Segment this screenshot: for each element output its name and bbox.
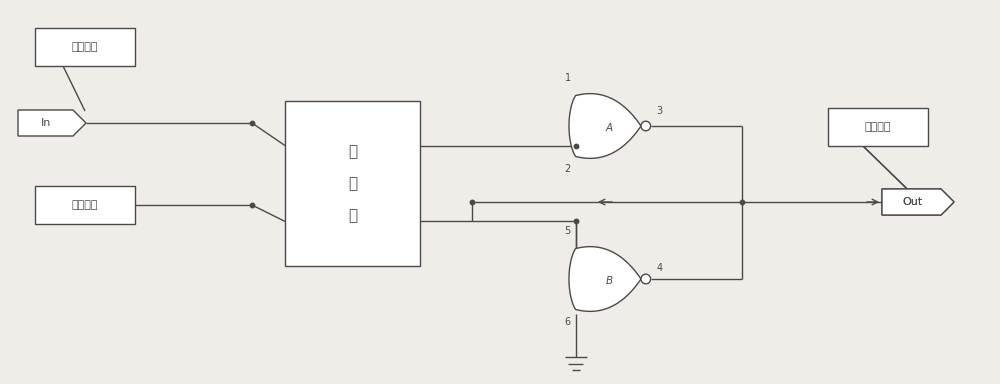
Circle shape: [641, 121, 651, 131]
Text: 输出电压: 输出电压: [865, 122, 891, 132]
Text: 基准电压: 基准电压: [72, 200, 98, 210]
Text: Out: Out: [902, 197, 922, 207]
Text: 较: 较: [348, 176, 357, 191]
Bar: [828, 108, 928, 146]
Bar: [35, 28, 135, 66]
Text: 4: 4: [657, 263, 663, 273]
Polygon shape: [569, 94, 641, 158]
Bar: [35, 186, 135, 224]
Circle shape: [641, 274, 651, 284]
Text: 1: 1: [564, 73, 571, 83]
Bar: [285, 101, 420, 266]
Text: 比: 比: [348, 144, 357, 159]
Polygon shape: [18, 110, 86, 136]
Text: 器: 器: [348, 208, 357, 223]
Text: 3: 3: [657, 106, 663, 116]
Polygon shape: [882, 189, 954, 215]
Polygon shape: [569, 247, 641, 311]
Text: Out: Out: [902, 197, 922, 207]
Text: 6: 6: [564, 318, 571, 328]
Text: 5: 5: [564, 226, 571, 236]
Text: B: B: [605, 276, 613, 286]
Text: In: In: [41, 118, 52, 128]
Text: A: A: [605, 123, 613, 133]
Text: 输入电压: 输入电压: [72, 42, 98, 52]
Text: 2: 2: [564, 164, 571, 174]
Polygon shape: [882, 189, 954, 215]
